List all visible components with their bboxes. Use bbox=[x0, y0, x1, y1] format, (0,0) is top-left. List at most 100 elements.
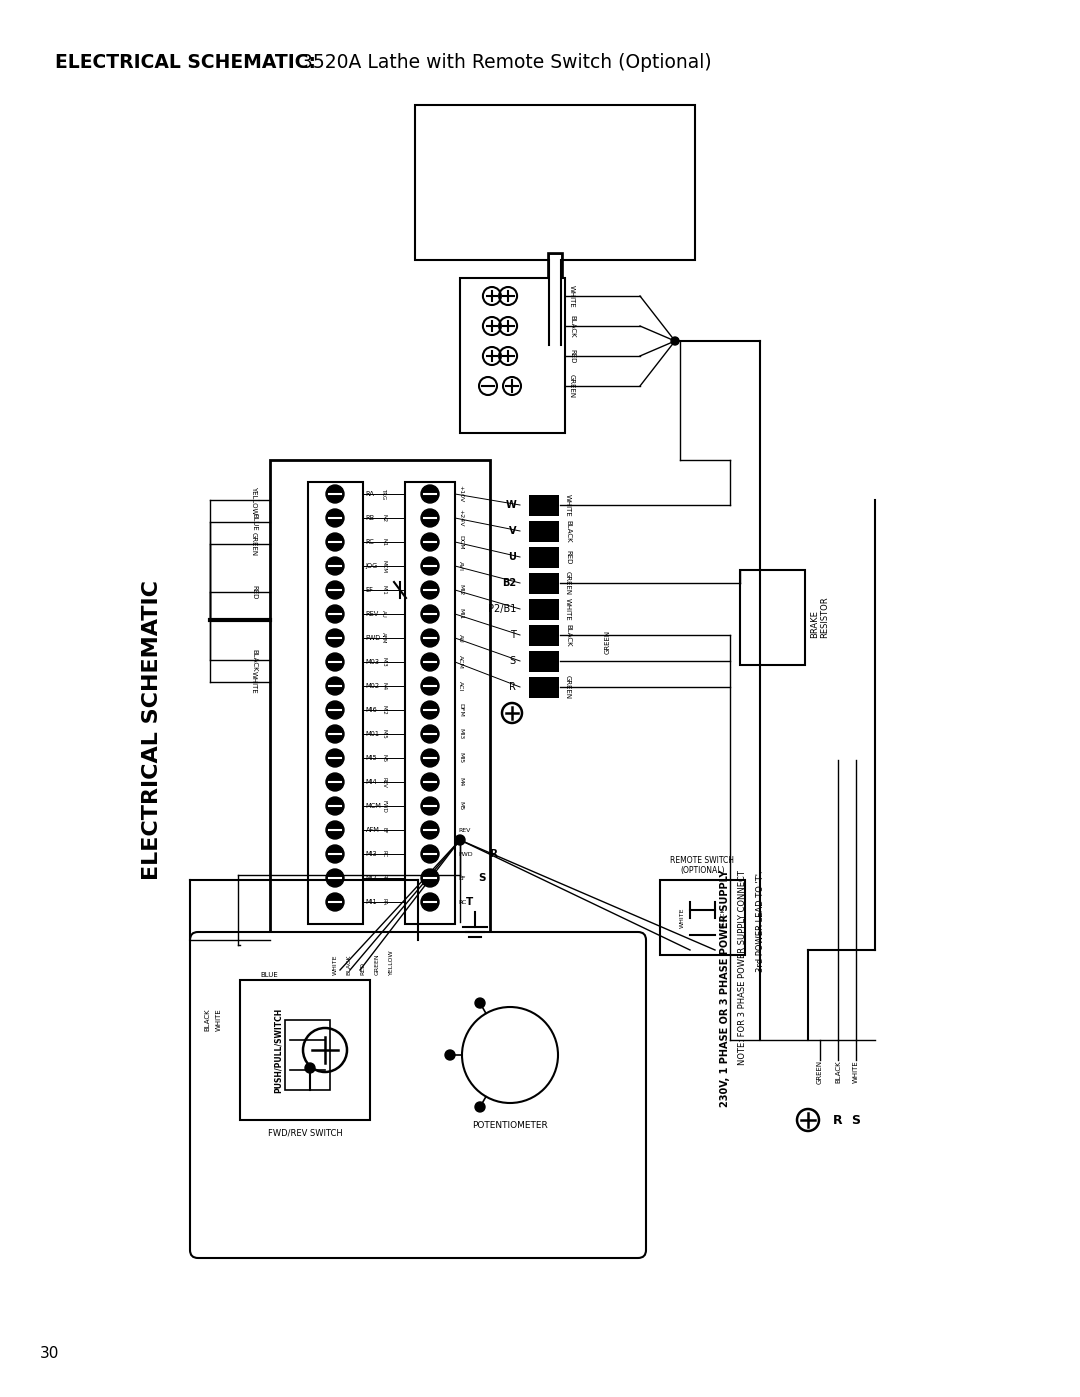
FancyBboxPatch shape bbox=[529, 495, 559, 515]
Text: GREEN: GREEN bbox=[375, 953, 379, 975]
Text: RB: RB bbox=[381, 875, 387, 882]
Circle shape bbox=[326, 581, 345, 599]
Text: V: V bbox=[509, 527, 516, 536]
Text: MI3: MI3 bbox=[381, 657, 387, 666]
Text: AU: AU bbox=[381, 610, 387, 617]
Text: RC: RC bbox=[458, 900, 467, 904]
Text: BLACK: BLACK bbox=[251, 648, 257, 672]
Text: RA: RA bbox=[381, 898, 387, 905]
Text: POTENTIOMETER: POTENTIOMETER bbox=[472, 1120, 548, 1130]
FancyBboxPatch shape bbox=[529, 676, 559, 697]
Text: WHITE: WHITE bbox=[565, 493, 571, 517]
Text: +24V: +24V bbox=[458, 510, 463, 527]
Circle shape bbox=[326, 821, 345, 840]
Circle shape bbox=[326, 509, 345, 527]
Circle shape bbox=[326, 605, 345, 623]
Circle shape bbox=[445, 1051, 455, 1060]
Text: MI6: MI6 bbox=[365, 707, 377, 712]
Text: WHITE: WHITE bbox=[569, 285, 575, 307]
Bar bbox=[415, 105, 696, 260]
Circle shape bbox=[421, 893, 438, 911]
Bar bbox=[285, 1020, 330, 1090]
Text: FWD: FWD bbox=[458, 852, 473, 856]
Text: MI3: MI3 bbox=[458, 728, 463, 739]
Text: FWD/REV SWITCH: FWD/REV SWITCH bbox=[268, 1127, 342, 1137]
Text: GREEN: GREEN bbox=[565, 675, 571, 698]
Text: +10V: +10V bbox=[458, 485, 463, 503]
Text: AFM: AFM bbox=[381, 633, 387, 644]
Text: M4: M4 bbox=[381, 682, 387, 690]
Text: RED: RED bbox=[361, 963, 365, 975]
Text: GREEN: GREEN bbox=[251, 532, 257, 556]
Bar bbox=[740, 570, 805, 665]
Text: S: S bbox=[510, 657, 516, 666]
Text: BLUE: BLUE bbox=[251, 513, 257, 531]
Text: ACM: ACM bbox=[458, 655, 463, 669]
Text: FWD: FWD bbox=[381, 799, 387, 813]
Text: AFM: AFM bbox=[365, 827, 379, 833]
Circle shape bbox=[421, 798, 438, 814]
Text: MI5: MI5 bbox=[458, 753, 463, 764]
Circle shape bbox=[326, 845, 345, 863]
Text: DFM: DFM bbox=[458, 703, 463, 717]
Circle shape bbox=[421, 629, 438, 647]
Text: S: S bbox=[851, 1113, 861, 1126]
Circle shape bbox=[326, 485, 345, 503]
Text: REMOTE SWITCH
(OPTIONAL): REMOTE SWITCH (OPTIONAL) bbox=[671, 855, 734, 875]
Text: W: W bbox=[505, 500, 516, 510]
Circle shape bbox=[326, 629, 345, 647]
Text: M5: M5 bbox=[458, 802, 463, 810]
Text: WHITE: WHITE bbox=[679, 908, 685, 928]
Circle shape bbox=[475, 1102, 485, 1112]
Text: MCM: MCM bbox=[381, 560, 387, 573]
Circle shape bbox=[326, 725, 345, 743]
Text: YELLOW: YELLOW bbox=[251, 486, 257, 514]
Text: BLUE: BLUE bbox=[260, 972, 278, 978]
Text: RED: RED bbox=[565, 550, 571, 564]
Bar bbox=[270, 460, 490, 990]
Circle shape bbox=[421, 605, 438, 623]
Text: MI2: MI2 bbox=[381, 705, 387, 715]
Text: PUSH/PULL/SWITCH: PUSH/PULL/SWITCH bbox=[273, 1007, 283, 1092]
Text: MI1: MI1 bbox=[458, 609, 463, 619]
Circle shape bbox=[421, 557, 438, 576]
Text: R: R bbox=[833, 1113, 842, 1126]
Text: T: T bbox=[510, 630, 516, 640]
Bar bbox=[308, 482, 363, 923]
Text: RC: RC bbox=[365, 539, 375, 545]
Text: BLACK: BLACK bbox=[565, 623, 571, 647]
Text: M01: M01 bbox=[365, 731, 379, 738]
Text: M02: M02 bbox=[365, 683, 380, 689]
Circle shape bbox=[671, 337, 679, 345]
Text: WHITE: WHITE bbox=[251, 671, 257, 693]
Text: M2: M2 bbox=[381, 514, 387, 522]
Text: MI5: MI5 bbox=[381, 729, 387, 739]
FancyBboxPatch shape bbox=[529, 598, 559, 619]
Circle shape bbox=[326, 652, 345, 671]
Text: P2/B1: P2/B1 bbox=[488, 604, 516, 615]
Circle shape bbox=[421, 652, 438, 671]
Circle shape bbox=[421, 821, 438, 840]
Text: JOG: JOG bbox=[365, 563, 378, 569]
Text: TRG: TRG bbox=[381, 489, 387, 500]
Text: GREEN: GREEN bbox=[605, 630, 611, 654]
Text: MI1: MI1 bbox=[381, 585, 387, 595]
FancyBboxPatch shape bbox=[529, 651, 559, 672]
Circle shape bbox=[326, 534, 345, 550]
Text: MI2: MI2 bbox=[458, 584, 463, 595]
Text: 30: 30 bbox=[40, 1345, 59, 1361]
Circle shape bbox=[421, 509, 438, 527]
Text: RED: RED bbox=[251, 585, 257, 599]
Text: R: R bbox=[490, 849, 498, 859]
Text: M4: M4 bbox=[458, 777, 463, 787]
Circle shape bbox=[455, 835, 465, 845]
Circle shape bbox=[326, 749, 345, 767]
Circle shape bbox=[421, 701, 438, 719]
Text: 230V, 1 PHASE OR 3 PHASE POWER SUPPLY: 230V, 1 PHASE OR 3 PHASE POWER SUPPLY bbox=[720, 870, 730, 1108]
Circle shape bbox=[421, 534, 438, 550]
Text: BLACK: BLACK bbox=[720, 908, 726, 928]
Circle shape bbox=[326, 798, 345, 814]
Text: NOTE: FOR 3 PHASE POWER SUPPLY CONNECT: NOTE: FOR 3 PHASE POWER SUPPLY CONNECT bbox=[738, 870, 747, 1065]
Text: RED: RED bbox=[569, 349, 575, 363]
Text: AU: AU bbox=[458, 634, 463, 643]
